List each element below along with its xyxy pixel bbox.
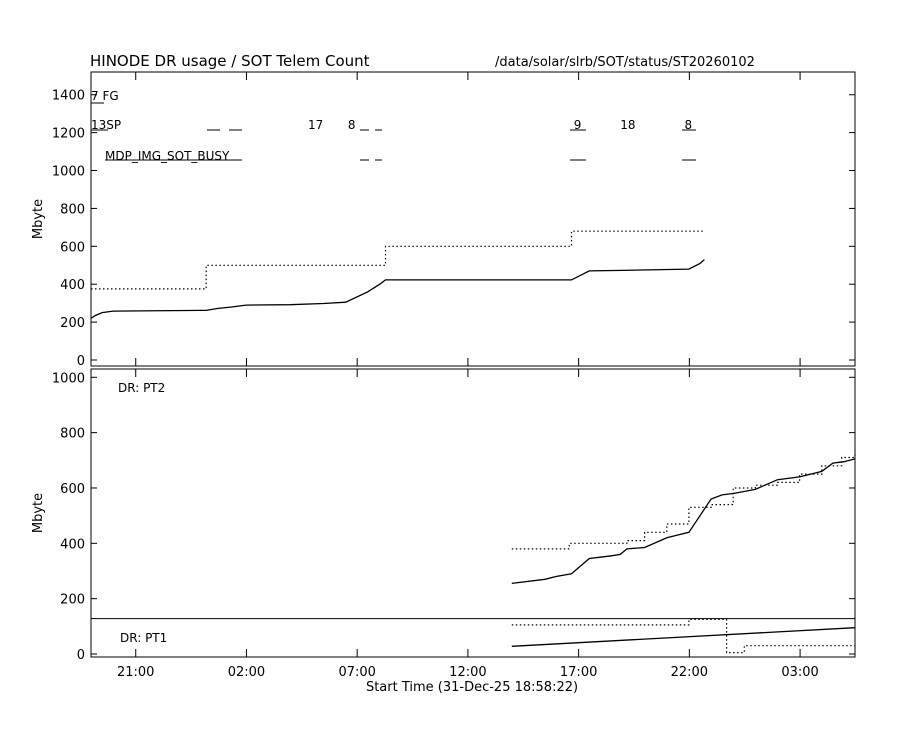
dr-ytick-label: 0 (77, 648, 85, 663)
sp-count-annotation: 8 (348, 118, 356, 132)
dr-pt2-label: DR: PT2 (118, 381, 165, 395)
dr-plot-frame (90, 368, 856, 658)
dr-ytick-label: 400 (60, 537, 85, 552)
xtick-label: 03:00 (781, 665, 818, 680)
dr-ytick-label: 200 (60, 593, 85, 608)
dr-series-pt1-line (511, 627, 856, 647)
dr-y-axis-label: Mbyte (31, 493, 46, 533)
telem-ytick-label: 1200 (52, 127, 85, 142)
xtick-label: 17:00 (560, 665, 597, 680)
sp-count-annotation: 17 (308, 118, 323, 132)
sp-count-annotation: 8 (684, 118, 692, 132)
telem-ytick-label: 1000 (52, 165, 85, 180)
dr-ytick-label: 800 (60, 427, 85, 442)
telem-label-1: 13SP (91, 118, 121, 132)
xtick-label: 12:00 (449, 665, 486, 680)
telem-ytick-label: 400 (60, 278, 85, 293)
dr-ytick-label: 600 (60, 482, 85, 497)
telem-plot-frame (90, 71, 856, 367)
dr-series-pt2-count-line (511, 454, 856, 550)
x-axis-label: Start Time (31-Dec-25 18:58:22) (366, 680, 578, 695)
sp-count-annotation: 9 (574, 118, 582, 132)
dr-series-pt2-line (511, 458, 856, 585)
telem-label-2: MDP_IMG_SOT_BUSY (105, 149, 230, 163)
telem-ytick-label: 200 (60, 316, 85, 331)
telem-ytick-label: 1400 (52, 89, 85, 104)
telem-ytick-label: 600 (60, 240, 85, 255)
dr-series-pt1-count-line (511, 618, 855, 654)
xtick-label: 02:00 (228, 665, 265, 680)
data-path: /data/solar/slrb/SOT/status/ST20260102 (495, 55, 755, 70)
xtick-label: 22:00 (671, 665, 708, 680)
xtick-label: 21:00 (117, 665, 154, 680)
telem-count-panel: 0 200 400 600 800 1000 1200 1400 Mbyte 7 FG 13SP MD… (31, 71, 856, 369)
chart-title: HINODE DR usage / SOT Telem Count (90, 52, 370, 70)
dr-ytick-label: 1000 (52, 371, 85, 386)
telem-y-axis-label: Mbyte (31, 199, 46, 239)
telem-ytick-label: 0 (77, 354, 85, 369)
telem-label-0: 7 FG (91, 89, 119, 103)
telem-ytick-label: 800 (60, 202, 85, 217)
dr-usage-panel: 0 200 400 600 800 1000 21:00 02:00 07:00 12:00 17:… (31, 368, 856, 680)
sp-count-annotation: 18 (620, 118, 635, 132)
dr-pt1-label: DR: PT1 (120, 631, 167, 645)
telem-series-0-line (90, 259, 705, 319)
xtick-label: 07:00 (338, 665, 375, 680)
